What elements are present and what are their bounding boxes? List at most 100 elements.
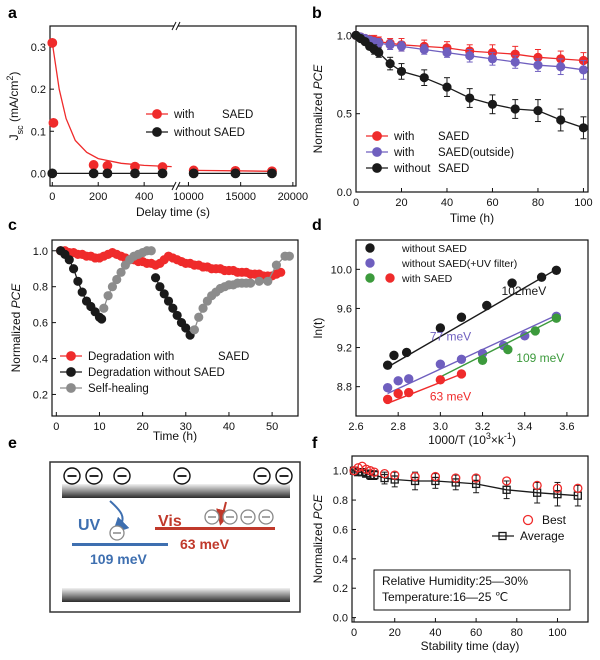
data-point (254, 276, 264, 286)
data-point-average (553, 490, 562, 499)
x-tick-label: 3.6 (559, 421, 574, 433)
y-axis-label-italic: PCE (9, 283, 23, 309)
data-point (456, 369, 467, 379)
y-tick-label: 0.4 (33, 354, 48, 366)
uv-label: UV (78, 517, 101, 534)
y-tick-label: 1.0 (33, 246, 48, 258)
legend-label: Best (542, 513, 567, 527)
data-point-best (430, 471, 441, 482)
x-axis-label: 1000/T (103×k-1) (428, 431, 516, 447)
vis-trapped-charges (204, 509, 274, 525)
data-point (159, 289, 169, 299)
legend-label: with SAED (401, 273, 453, 285)
data-point-average (451, 478, 460, 487)
data-point-without-saed (230, 168, 241, 179)
x-tick-label: 3.2 (475, 421, 490, 433)
data-point-with-saed (48, 117, 59, 128)
y-tick-label: 0.2 (33, 389, 48, 401)
x-tick-label: 3.0 (433, 421, 448, 433)
data-point (456, 354, 467, 364)
x-tick-label: 15000 (225, 191, 256, 203)
y-tick-label: 1.0 (333, 466, 348, 478)
plot-frame (355, 25, 589, 193)
data-point-without-saed (188, 168, 199, 179)
y-tick-label: 0.8 (33, 282, 48, 294)
legend-marker (365, 273, 375, 283)
legend-marker (66, 367, 76, 377)
data-point-average (431, 476, 440, 486)
legend-label: without SAED (401, 243, 467, 255)
data-point (155, 282, 165, 292)
axis-break-mark (171, 21, 177, 31)
legend-marker (66, 383, 76, 393)
data-point (396, 41, 407, 51)
data-point (533, 105, 543, 116)
slope-annotation: 77 meV (430, 330, 471, 344)
y-tick-label: 0.3 (31, 42, 46, 54)
data-point (150, 273, 161, 283)
data-point (482, 300, 492, 311)
panel-letter-e: e (8, 435, 17, 452)
legend-label: Degradation with (88, 351, 174, 363)
data-point-with-saed (47, 37, 58, 48)
data-point (382, 394, 393, 405)
charge-carriers-top (63, 467, 293, 485)
axis-break-mark (175, 21, 181, 31)
x-tick-label: 40 (441, 197, 453, 209)
data-point (73, 276, 83, 286)
data-point (112, 274, 122, 285)
data-point (181, 323, 191, 333)
x-tick-label: 0 (353, 197, 359, 209)
data-point (382, 382, 393, 393)
y-tick-label: 9.6 (337, 303, 352, 315)
x-tick-label: 30 (180, 421, 192, 433)
data-point-average (471, 479, 481, 489)
data-point (419, 73, 429, 83)
data-point (404, 387, 414, 398)
y-tick-label: 9.2 (337, 343, 352, 355)
legend-marker-best (522, 514, 534, 526)
x-axis-label-part: 3 (486, 431, 491, 441)
x-tick-label: 80 (511, 627, 523, 639)
legend-marker (365, 258, 375, 268)
vis-energy-label: 63 meV (180, 536, 230, 552)
data-point (116, 267, 126, 277)
y-axis-label: Normalized PCE (311, 494, 325, 584)
y-axis-label-part: ) (7, 72, 21, 76)
fit-curve-with-saed (51, 42, 172, 168)
legend-label: without SAED(+UV filter) (401, 258, 517, 270)
x-tick-label: 3.4 (517, 421, 532, 433)
panel-letter-a: a (8, 5, 17, 22)
legend-label: with (393, 147, 414, 159)
y-tick-label: 10.0 (331, 264, 352, 276)
x-axis-label: Delay time (s) (136, 205, 210, 219)
data-point-best (410, 471, 420, 482)
data-point-best (390, 470, 400, 480)
y-tick-label: 0.5 (337, 109, 352, 121)
data-point-best (552, 483, 563, 493)
data-point-with-saed (88, 160, 99, 170)
y-tick-label: 0.0 (31, 168, 46, 180)
uv-trap-level (72, 543, 168, 546)
slope-annotation: 109 meV (516, 351, 564, 365)
data-point (533, 60, 543, 70)
x-axis-label-part: 1000/T (10 (428, 433, 486, 447)
data-point (510, 57, 520, 67)
legend-marker (385, 273, 395, 283)
data-point (507, 278, 517, 288)
legend-label: without (393, 163, 431, 175)
data-point-without-saed (130, 168, 140, 179)
data-point-average (502, 485, 511, 494)
x-tick-label: 2.8 (391, 421, 406, 433)
chart-f-stability: 0.0 0.2 0.4 0.6 0.8 1.0 0 20 40 60 80 100 Stability … (311, 455, 589, 653)
data-point (99, 303, 109, 313)
data-point-average (380, 473, 389, 483)
fit-line (387, 268, 557, 368)
x-tick-label: 40 (429, 627, 441, 639)
y-axis-label-italic: PCE (311, 64, 325, 90)
slope-annotation: 102meV (502, 284, 547, 298)
legend-label: Self-healing (88, 383, 149, 395)
chart-d-arrhenius: 8.8 9.2 9.6 10.0 2.6 2.8 3.0 3.2 3.4 3.6 1000/T (1… (311, 239, 589, 447)
data-point (245, 278, 256, 288)
